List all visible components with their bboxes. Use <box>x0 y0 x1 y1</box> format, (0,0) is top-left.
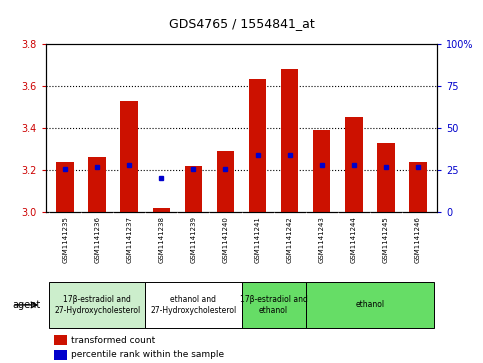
Bar <box>153 208 170 212</box>
Text: GSM1141243: GSM1141243 <box>319 216 325 263</box>
Text: GSM1141245: GSM1141245 <box>383 216 389 262</box>
Text: GSM1141238: GSM1141238 <box>158 216 164 263</box>
Text: GSM1141236: GSM1141236 <box>94 216 100 263</box>
Text: GSM1141240: GSM1141240 <box>223 216 228 263</box>
Bar <box>377 143 395 212</box>
Bar <box>242 282 306 327</box>
Bar <box>345 117 363 212</box>
Bar <box>409 162 426 212</box>
Text: GSM1141239: GSM1141239 <box>190 216 197 263</box>
Bar <box>49 282 145 327</box>
Text: GSM1141241: GSM1141241 <box>255 216 260 263</box>
Text: agent: agent <box>13 300 41 310</box>
Bar <box>88 158 106 212</box>
Text: GDS4765 / 1554841_at: GDS4765 / 1554841_at <box>169 17 314 30</box>
Bar <box>306 282 434 327</box>
Bar <box>145 282 242 327</box>
Text: GSM1141244: GSM1141244 <box>351 216 357 262</box>
Bar <box>57 162 74 212</box>
Text: ethanol: ethanol <box>355 301 384 309</box>
Text: percentile rank within the sample: percentile rank within the sample <box>71 350 225 359</box>
Text: 17β-estradiol and
ethanol: 17β-estradiol and ethanol <box>240 295 308 315</box>
Bar <box>217 151 234 212</box>
Bar <box>281 69 298 212</box>
Text: GSM1141235: GSM1141235 <box>62 216 68 263</box>
Bar <box>313 130 330 212</box>
Text: GSM1141237: GSM1141237 <box>126 216 132 263</box>
Text: GSM1141242: GSM1141242 <box>286 216 293 262</box>
Text: 17β-estradiol and
27-Hydroxycholesterol: 17β-estradiol and 27-Hydroxycholesterol <box>54 295 141 315</box>
Bar <box>249 79 266 212</box>
Text: transformed count: transformed count <box>71 336 156 345</box>
Bar <box>120 101 138 212</box>
Text: GSM1141246: GSM1141246 <box>415 216 421 263</box>
Text: ethanol and
27-Hydroxycholesterol: ethanol and 27-Hydroxycholesterol <box>150 295 237 315</box>
Bar <box>185 166 202 212</box>
Bar <box>54 350 68 360</box>
Bar <box>54 335 68 345</box>
